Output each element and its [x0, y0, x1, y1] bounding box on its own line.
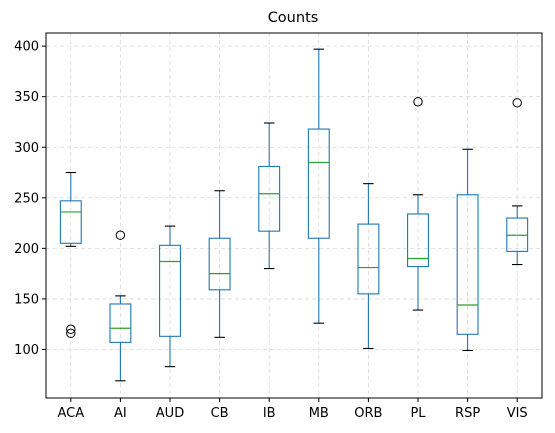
y-tick-label: 100: [14, 343, 39, 358]
iqr-box: [456, 194, 479, 335]
y-tick-label: 300: [14, 141, 39, 156]
outlier-point: [115, 230, 126, 240]
box-aca: [59, 171, 82, 338]
x-tick-label: AUD: [156, 406, 184, 421]
x-tick-label: ORB: [354, 406, 382, 421]
x-tick-label: ACA: [57, 406, 84, 421]
iqr-box: [109, 303, 132, 343]
y-tick-label: 250: [14, 191, 39, 206]
box-ai: [109, 230, 132, 382]
x-tick-label: CB: [211, 406, 229, 421]
x-tick-label: MB: [309, 406, 329, 421]
x-tick-label: VIS: [507, 406, 528, 421]
iqr-box: [357, 223, 380, 295]
x-tick-label: IB: [263, 406, 276, 421]
iqr-box: [159, 244, 181, 337]
iqr-box: [59, 200, 82, 244]
outlier-point: [512, 98, 522, 108]
x-tick-label: AI: [114, 406, 127, 421]
x-tick-label: PL: [410, 406, 426, 421]
outlier-point: [413, 97, 423, 107]
axes: 100 150 200 250 300 350 400 ACA AI AUD CB IB MB ORB PL…: [14, 40, 528, 421]
box-cb: [208, 190, 231, 338]
iqr-box: [407, 213, 429, 268]
outlier-point: [66, 324, 76, 334]
iqr-box: [307, 128, 330, 239]
box-mb: [307, 48, 330, 324]
box-orb: [357, 183, 380, 350]
y-tick-label: 200: [14, 242, 39, 257]
box-vis: [506, 98, 529, 266]
box-rsp: [456, 148, 479, 352]
outlier-point: [66, 328, 76, 338]
x-tick-label: RSP: [455, 406, 480, 421]
box-ib: [258, 122, 281, 270]
plot-area: [59, 48, 529, 382]
box-aud: [159, 225, 181, 368]
chart-title: Counts: [268, 10, 319, 26]
plot-frame: [45, 32, 543, 399]
iqr-box: [208, 237, 231, 291]
y-tick-label: 150: [14, 292, 39, 307]
y-tick-label: 400: [14, 40, 39, 55]
y-tick-label: 350: [14, 90, 39, 105]
iqr-box: [258, 165, 281, 232]
box-pl: [407, 97, 429, 311]
